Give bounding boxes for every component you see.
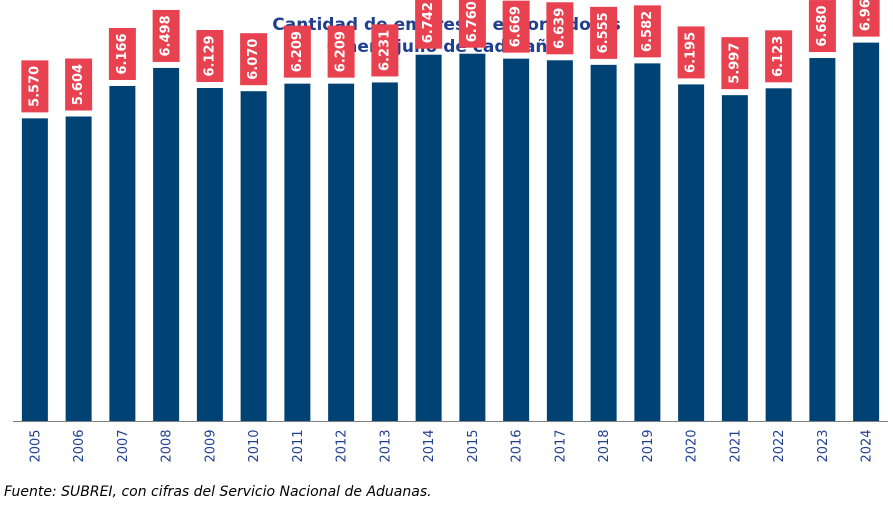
data-label-box-2020 [677,26,705,79]
data-label-2005: 5.570 [27,66,42,107]
data-label-2022: 6.123 [771,36,786,77]
bar-2009 [196,87,223,421]
data-label-box-2011 [283,25,311,78]
bar-2020 [678,84,705,421]
x-tick-label-2017: 2017 [553,429,568,462]
bar-2012 [328,83,355,421]
data-label-2011: 6.209 [290,31,305,72]
bar-2013 [371,82,398,421]
x-tick-label-2012: 2012 [335,429,350,462]
x-tick-label-2005: 2005 [28,429,43,462]
data-label-box-2024 [852,0,880,37]
data-label-box-2005 [21,60,49,113]
x-tick-label-2008: 2008 [160,429,175,462]
bar-2019 [634,63,661,422]
x-tick-label-2018: 2018 [597,429,612,462]
data-label-box-2018 [590,6,618,59]
bar-2024 [853,42,880,421]
x-tick-label-2010: 2010 [247,429,262,462]
bar-2023 [809,58,836,421]
data-label-2020: 6.195 [684,32,699,73]
x-tick-label-2015: 2015 [466,429,481,462]
x-tick-label-2016: 2016 [510,429,525,462]
x-tick-label-2021: 2021 [728,429,743,462]
data-label-box-2022 [765,30,793,83]
bar-2014 [415,54,442,422]
bar-2016 [503,58,530,421]
data-label-2021: 5.997 [727,43,742,84]
data-label-box-2006 [65,58,93,111]
x-tick-label-2023: 2023 [816,429,831,462]
bar-2005 [21,118,48,421]
data-label-2013: 6.231 [377,30,392,71]
bar-2011 [284,83,311,421]
bar-2008 [153,67,180,421]
data-label-2006: 5.604 [71,64,86,105]
x-tick-label-2007: 2007 [116,429,131,462]
source-note: Fuente: SUBREI, con cifras del Servicio … [4,484,432,500]
data-label-2016: 6.669 [509,6,524,47]
data-label-2010: 6.070 [246,39,261,80]
data-label-2018: 6.555 [596,12,611,53]
data-label-box-2015 [458,0,486,48]
bar-2010 [240,91,267,422]
data-label-box-2021 [721,37,749,90]
bar-2018 [590,64,617,421]
x-tick-label-2014: 2014 [422,429,437,462]
bar-2021 [721,95,748,422]
x-tick-label-2009: 2009 [203,429,218,462]
bars-layer [21,42,880,422]
x-tick-label-2011: 2011 [291,429,306,462]
data-label-box-2017 [546,2,574,55]
data-label-box-2010 [240,33,268,86]
bar-2007 [109,85,136,422]
data-labels-layer: 5.570 5.604 6.166 6.498 6.129 6.070 6.209 6.209… [21,0,880,113]
data-label-2017: 6.639 [552,8,567,49]
x-tick-label-2020: 2020 [685,429,700,462]
data-label-box-2007 [108,27,136,80]
data-label-box-2009 [196,29,224,82]
data-label-box-2023 [808,0,836,53]
x-tick-label-2013: 2013 [378,429,393,462]
data-label-2024: 6.964 [859,0,874,31]
data-label-2007: 6.166 [115,33,130,74]
x-tick-label-2019: 2019 [641,429,656,462]
data-label-2019: 6.582 [640,11,655,52]
bar-2015 [459,53,486,421]
data-label-2009: 6.129 [202,35,217,76]
x-tick-labels-layer: 2005 2006 2007 2008 2009 2010 2011 2012 2013 2014… [28,429,874,462]
data-label-box-2014 [415,0,443,49]
data-label-2008: 6.498 [159,15,174,56]
chart-title-line1: Cantidad de empresas exportadoras [272,15,621,35]
data-label-box-2012 [327,25,355,78]
data-label-2014: 6.742 [421,2,436,43]
x-tick-label-2022: 2022 [772,429,787,462]
data-label-box-2013 [371,24,399,77]
bar-2017 [546,60,573,421]
data-label-box-2016 [502,0,530,53]
data-label-box-2019 [633,5,661,58]
data-label-2015: 6.760 [465,1,480,42]
bar-2022 [765,88,792,421]
data-label-box-2008 [152,9,180,62]
x-tick-label-2024: 2024 [860,429,875,462]
data-label-2023: 6.680 [815,5,830,46]
x-tick-label-2006: 2006 [72,429,87,462]
bar-2006 [65,116,92,422]
data-label-2012: 6.209 [334,31,349,72]
